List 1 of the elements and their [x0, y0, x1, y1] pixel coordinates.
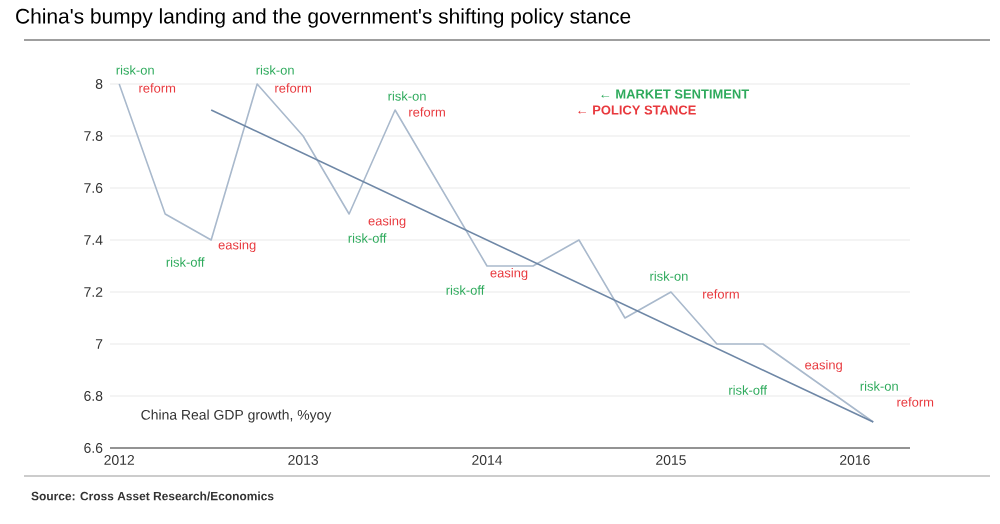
- chart-title: China's bumpy landing and the government's shifting policy stance: [16, 8, 631, 28]
